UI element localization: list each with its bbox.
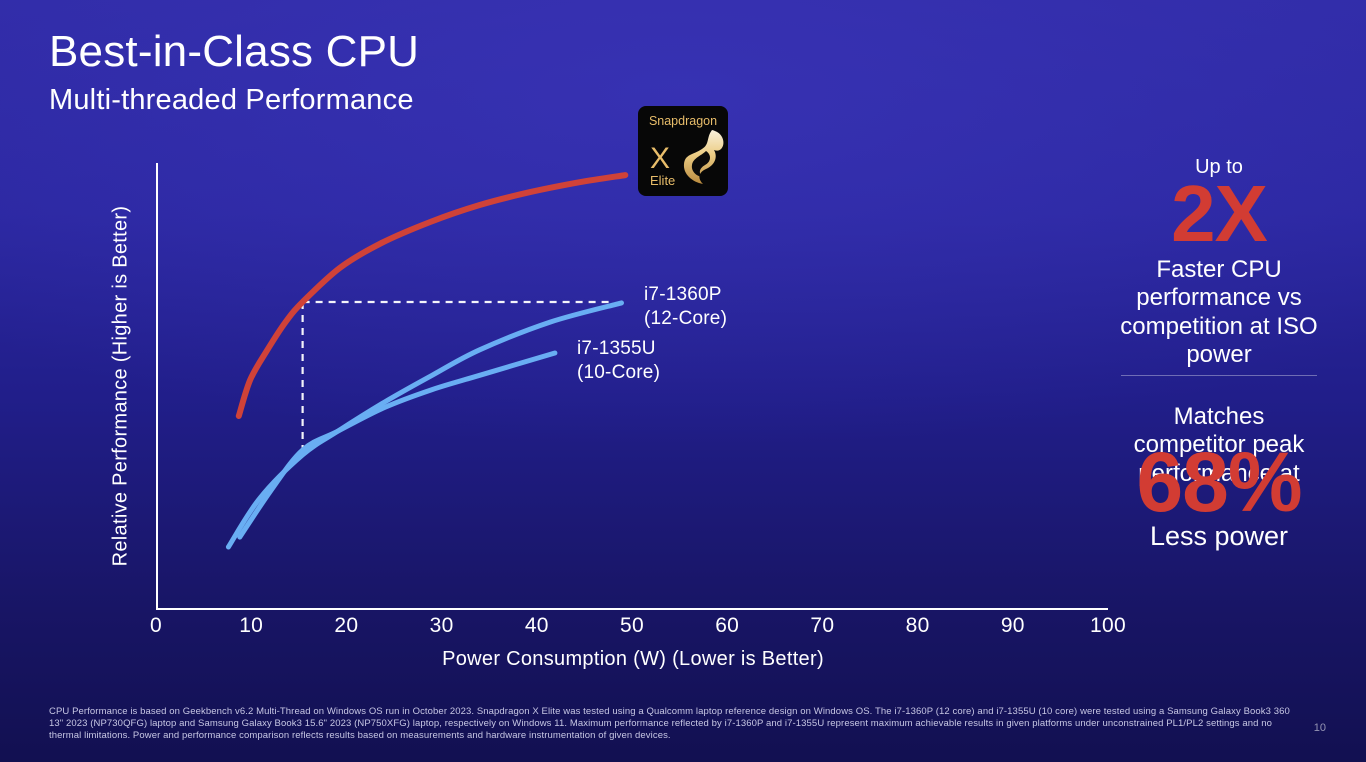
logo-background [638, 106, 728, 196]
stat2-suffix: Less power [1149, 521, 1289, 551]
stat2-value: 68% [1136, 435, 1302, 529]
x-tick-label: 60 [715, 614, 740, 637]
x-axis-ticks: 0 10 20 30 40 50 60 70 80 90 100 [150, 614, 1126, 642]
x-axis-label: Power Consumption (W) (Lower is Better) [442, 648, 824, 670]
x-tick-label: 70 [810, 614, 835, 637]
slide-title: Best-in-Class CPU [49, 27, 420, 76]
logo-brand-text: Snapdragon [649, 114, 717, 128]
chart-canvas [156, 163, 1108, 610]
y-axis-label: Relative Performance (Higher is Better) [109, 205, 132, 567]
chart-plot [156, 163, 1108, 610]
curve-label-i7-1355u: i7-1355U (10-Core) [577, 337, 660, 385]
curve-label-i7-1360p: i7-1360P (12-Core) [644, 283, 727, 331]
logo-model-text: X [650, 142, 670, 175]
x-tick-label: 10 [239, 614, 264, 637]
x-tick-label: 40 [524, 614, 549, 637]
slide-subtitle: Multi-threaded Performance [49, 84, 414, 116]
footnote: CPU Performance is based on Geekbench v6… [49, 706, 1290, 741]
x-tick-label: 90 [1000, 614, 1025, 637]
x-tick-label: 30 [429, 614, 454, 637]
snapdragon-flame-icon [683, 130, 724, 184]
stat1-description: Faster CPU performance vs competition at… [1120, 256, 1318, 368]
logo-tier-text: Elite [650, 173, 675, 188]
curve-label-i7-1355u-line1: i7-1355U [577, 338, 656, 359]
snapdragon-x-elite-logo: Snapdragon X Elite [638, 106, 728, 196]
snapdragon-logo-graphic: Snapdragon X Elite [638, 106, 728, 196]
x-tick-label: 50 [620, 614, 644, 637]
x-tick-label: 100 [1090, 614, 1126, 637]
curve-label-i7-1360p-line2: (12-Core) [644, 307, 728, 329]
snapdragon-x-elite-curve [235, 172, 629, 419]
stat1-prefix: Up to [1195, 156, 1243, 178]
stat2-lead: Matches competitor peak performance at [1133, 403, 1305, 487]
i7-1355u-10-core--curve [237, 350, 558, 540]
curve-label-i7-1355u-line2: (10-Core) [577, 361, 661, 383]
stats-divider [1121, 375, 1317, 376]
x-tick-label: 20 [334, 614, 359, 637]
i7-1360p-12-core--curve [225, 300, 624, 550]
page-number: 10 [1313, 722, 1326, 734]
curve-label-i7-1360p-line1: i7-1360P [644, 284, 722, 305]
x-tick-label: 0 [150, 614, 162, 637]
x-tick-label: 80 [905, 614, 930, 637]
stat1-value: 2X [1171, 169, 1268, 258]
